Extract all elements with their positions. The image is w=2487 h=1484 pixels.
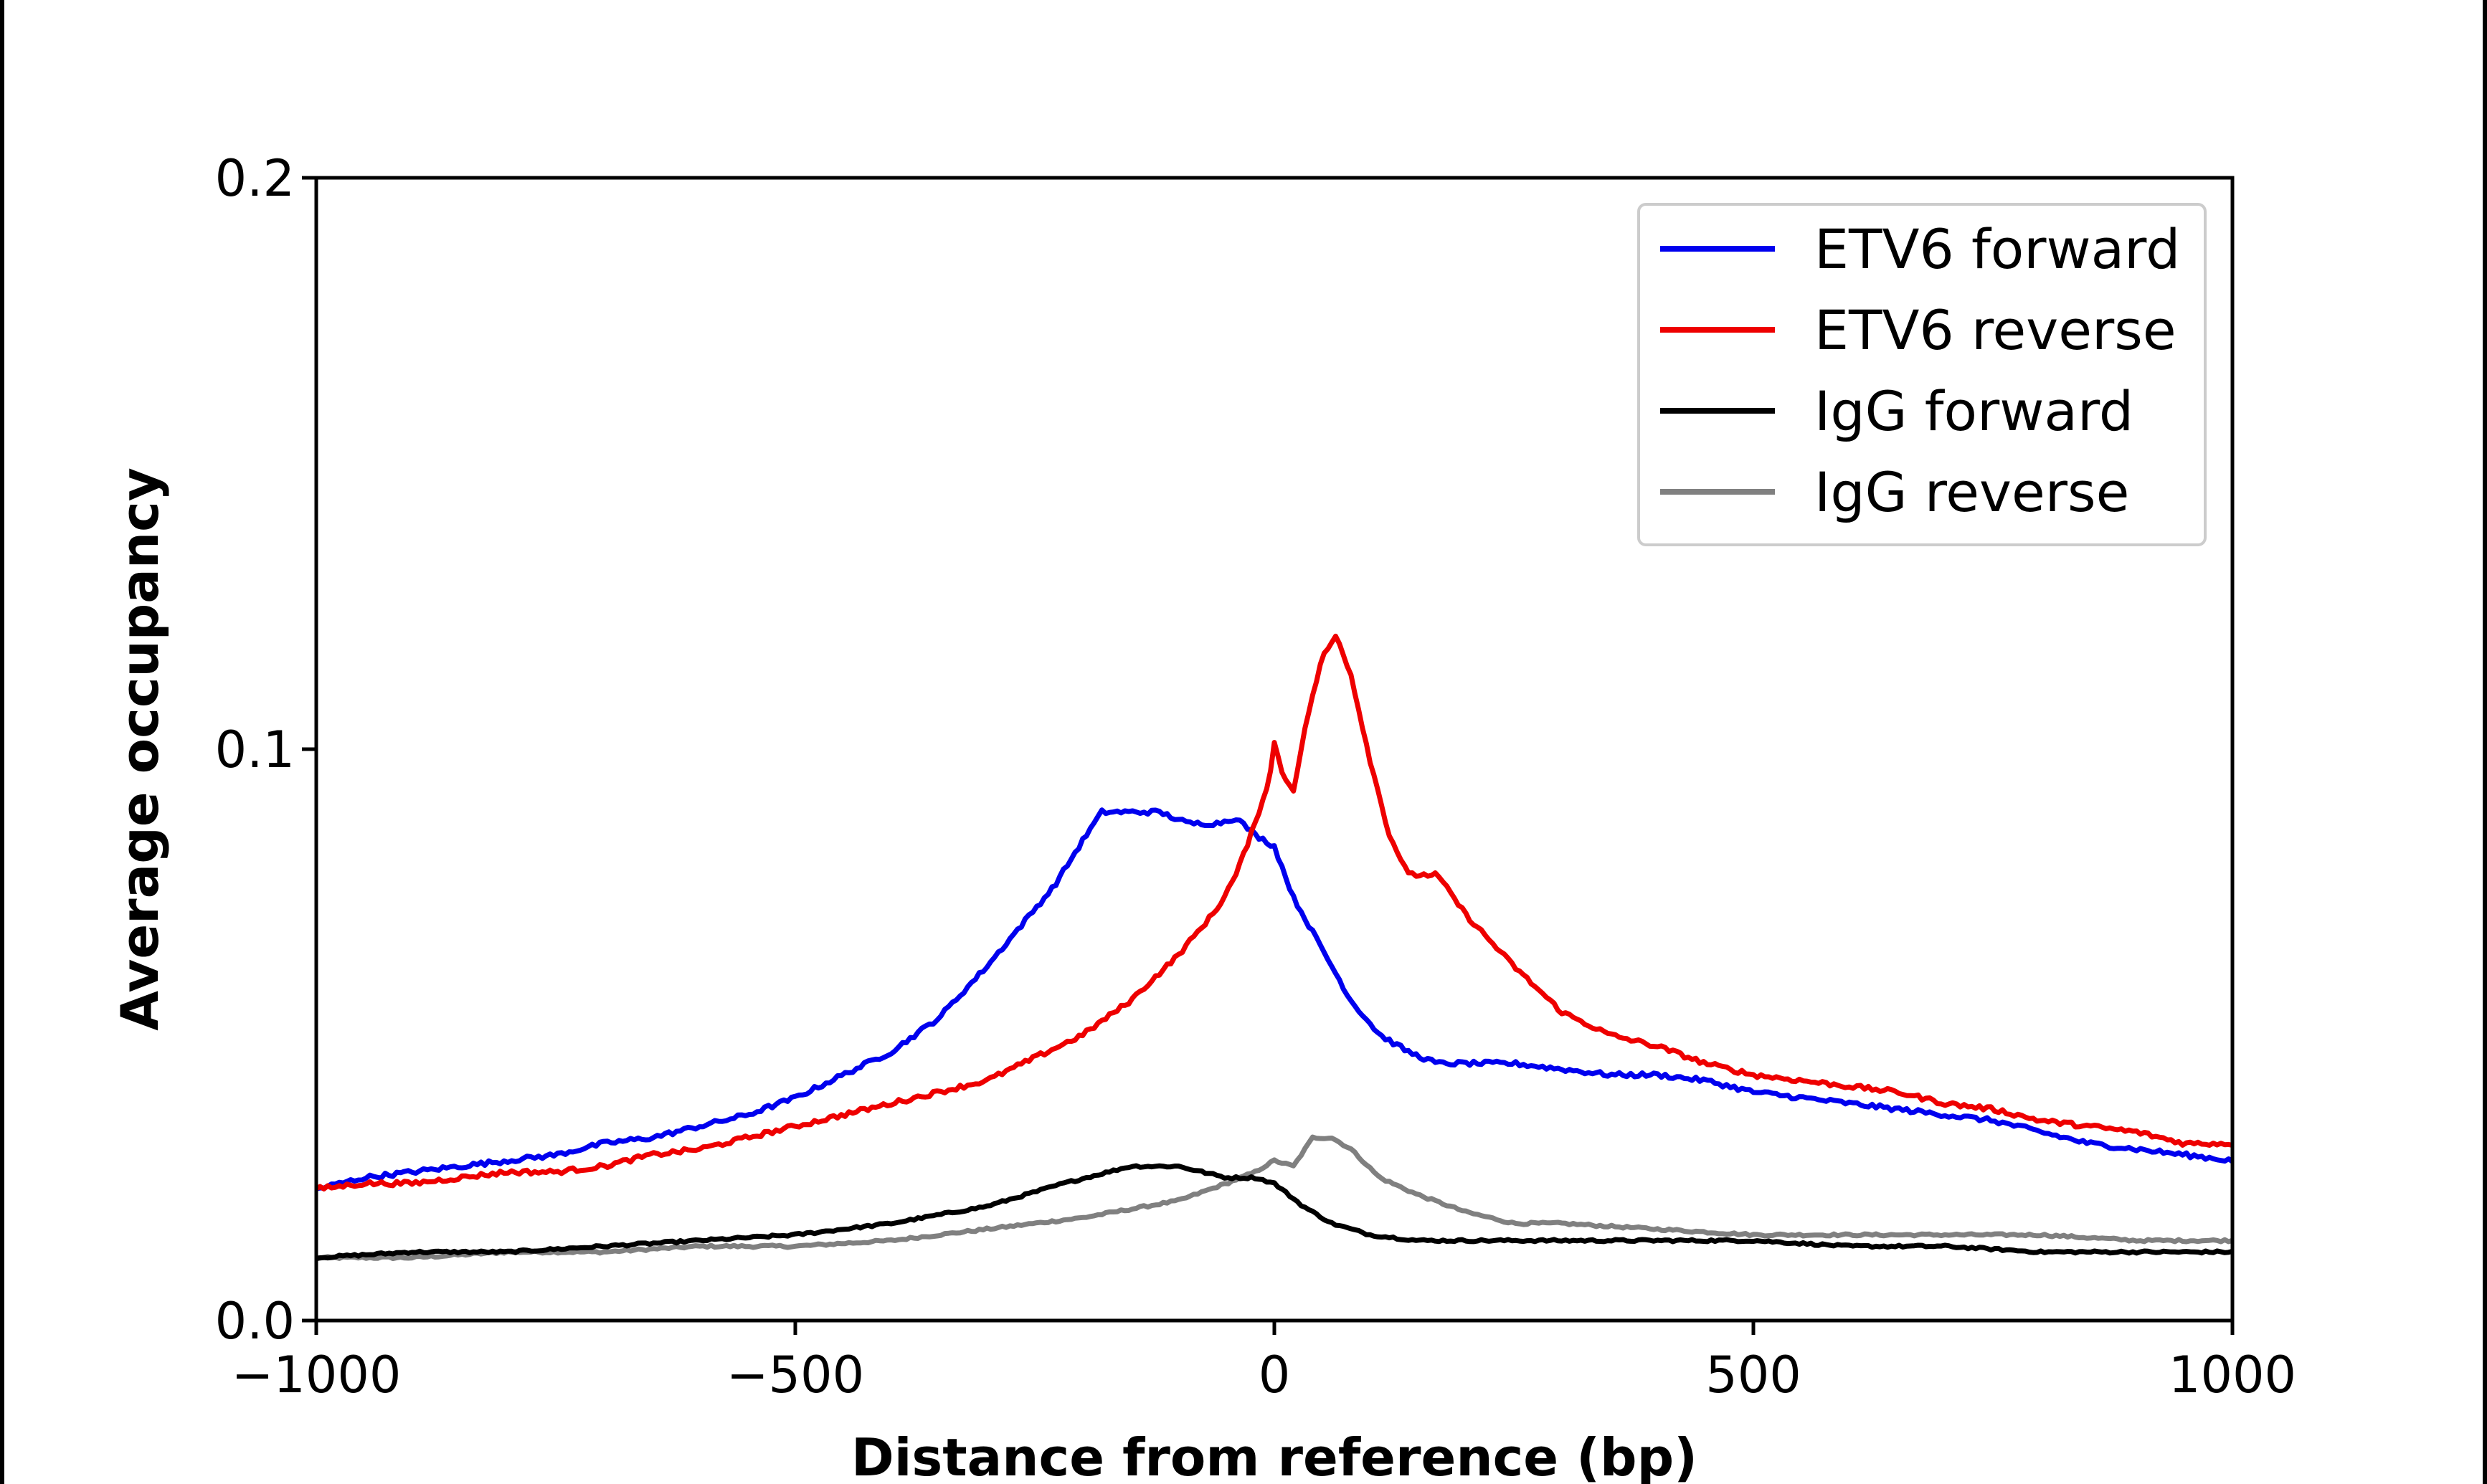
axis-ticks: −1000 −500 0 500 1000 0.0 0.1 0.2	[215, 149, 2296, 1404]
series-layer	[315, 633, 2235, 1262]
x-axis-title: Distance from reference (bp)	[851, 1427, 1697, 1484]
y-axis-title: Average occupancy	[110, 467, 170, 1031]
series-line-2	[315, 633, 2233, 1192]
legend-box	[1637, 203, 2207, 546]
y-tick-label: 0.2	[215, 149, 295, 208]
x-tick-label: 500	[1705, 1346, 1801, 1404]
x-tick-label: 1000	[2169, 1346, 2296, 1404]
legend-items: ETV6 forward ETV6 reverse IgG forward IgG r…	[1660, 217, 2180, 524]
x-tick-label: −500	[726, 1346, 864, 1404]
right-border	[2483, 0, 2487, 1484]
left-border	[0, 0, 4, 1484]
series-line-4	[316, 1134, 2234, 1262]
legend: ETV6 forward ETV6 reverse IgG forward IgG r…	[1637, 203, 2207, 546]
y-tick-label: 0.0	[215, 1292, 295, 1351]
legend-label: IgG reverse	[1814, 460, 2129, 524]
x-tick-label: 0	[1259, 1346, 1291, 1404]
legend-label: ETV6 forward	[1814, 217, 2180, 281]
series-line-3	[316, 1163, 2233, 1262]
series-line-1	[316, 807, 2235, 1192]
legend-label: IgG forward	[1814, 379, 2133, 443]
y-tick-label: 0.1	[215, 720, 295, 779]
legend-label: ETV6 reverse	[1814, 298, 2176, 362]
x-tick-label: −1000	[232, 1346, 402, 1404]
